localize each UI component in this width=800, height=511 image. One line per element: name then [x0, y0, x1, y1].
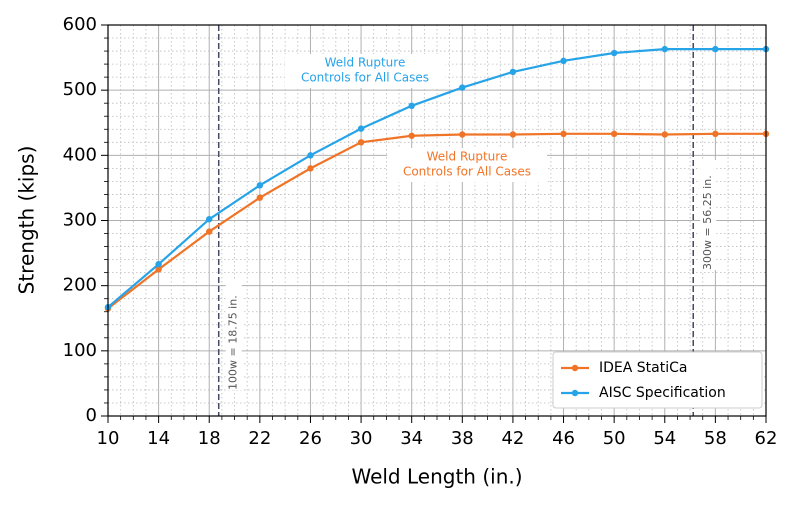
label-background — [700, 160, 717, 270]
data-point — [357, 139, 365, 146]
data-point — [206, 215, 213, 223]
data-point — [661, 131, 668, 138]
y-tick-label: 100 — [63, 340, 97, 361]
y-tick-label: 400 — [63, 144, 97, 165]
data-point — [408, 132, 415, 139]
y-tick-label: 300 — [63, 210, 97, 231]
data-point — [459, 131, 466, 138]
annotation: Weld Rupture — [427, 150, 508, 164]
data-point — [256, 194, 264, 201]
legend-marker — [571, 389, 579, 397]
data-point — [206, 228, 213, 235]
legend-marker — [571, 364, 579, 372]
annotation: Weld Rupture — [325, 56, 406, 70]
y-tick-label: 500 — [63, 79, 97, 100]
data-point — [307, 152, 314, 159]
series-line — [107, 48, 766, 309]
y-tick-label: 600 — [63, 14, 97, 35]
annotation-background — [387, 148, 547, 182]
data-point — [560, 130, 567, 138]
x-tick-label: 54 — [653, 428, 676, 449]
x-tick-label: 34 — [400, 428, 423, 449]
data-point — [560, 57, 567, 65]
x-tick-label: 30 — [350, 428, 373, 449]
data-point — [712, 130, 719, 138]
data-point — [509, 68, 517, 76]
y-axis-label: Strength (kips) — [15, 146, 39, 295]
x-tick-label: 10 — [97, 428, 120, 449]
x-tick-label: 58 — [704, 428, 727, 449]
annotation: Controls for All Cases — [403, 165, 531, 179]
x-axis-label: Weld Length (in.) — [351, 465, 522, 489]
data-point — [408, 102, 415, 110]
data-point — [610, 130, 618, 138]
x-tick-label: 62 — [755, 428, 778, 449]
data-point — [155, 266, 162, 273]
data-point — [459, 84, 466, 91]
x-tick-label: 42 — [501, 428, 524, 449]
plot-frame — [107, 24, 767, 417]
x-tick-label: 18 — [198, 428, 221, 449]
legend — [552, 351, 763, 409]
x-tick-label: 14 — [147, 428, 170, 449]
x-tick-label: 22 — [248, 428, 271, 449]
legend-label: AISC Specification — [599, 385, 726, 401]
x-tick-label: 50 — [603, 428, 626, 449]
data-point — [610, 49, 618, 57]
y-tick-label: 0 — [86, 405, 97, 426]
data-point — [712, 45, 719, 53]
annotation: Controls for All Cases — [301, 71, 429, 85]
reference-label: 300w = 56.25 in. — [701, 175, 714, 270]
data-point — [661, 45, 668, 53]
x-tick-label: 26 — [299, 428, 322, 449]
data-point — [509, 131, 517, 138]
annotation-background — [285, 54, 445, 88]
x-tick-label: 46 — [552, 428, 575, 449]
legend-label: IDEA StatiCa — [599, 360, 687, 376]
data-point — [307, 165, 314, 172]
series-line — [107, 132, 766, 310]
x-tick-label: 38 — [451, 428, 474, 449]
label-background — [225, 280, 242, 390]
reference-label: 100w = 18.75 in. — [227, 295, 240, 390]
data-point — [357, 125, 365, 132]
data-point — [256, 182, 264, 189]
y-tick-label: 200 — [63, 275, 97, 296]
data-point — [155, 260, 162, 268]
